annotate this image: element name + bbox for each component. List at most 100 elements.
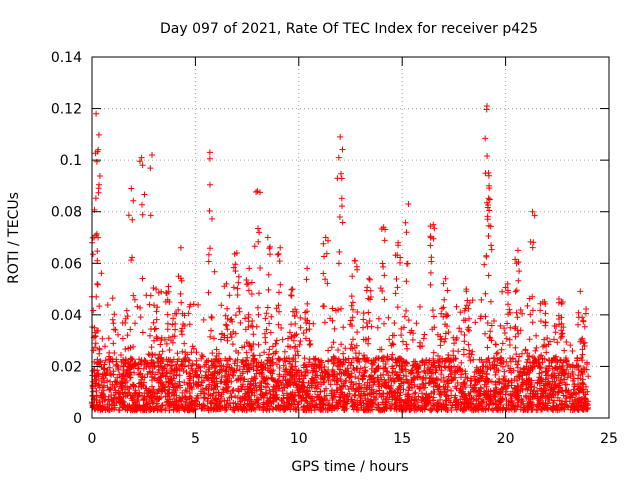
data-point <box>172 387 179 394</box>
data-point <box>207 400 214 407</box>
data-point <box>134 393 141 400</box>
data-point <box>122 346 129 353</box>
data-point <box>201 363 208 370</box>
data-point <box>289 367 296 373</box>
data-point <box>286 329 293 336</box>
data-point <box>571 375 577 382</box>
data-point <box>222 321 229 328</box>
data-point <box>185 310 192 317</box>
data-point <box>205 258 212 265</box>
data-point <box>476 402 483 408</box>
data-point <box>165 401 172 408</box>
data-point <box>102 357 109 364</box>
data-point <box>571 364 578 371</box>
data-point <box>325 377 332 384</box>
data-point <box>327 381 334 388</box>
data-point <box>119 335 126 342</box>
data-point <box>405 380 412 387</box>
data-point <box>270 383 277 390</box>
data-point <box>321 363 328 370</box>
data-point <box>564 362 571 369</box>
data-point <box>581 343 588 349</box>
data-point <box>125 389 132 396</box>
data-point <box>216 362 223 369</box>
data-point <box>269 370 276 377</box>
data-point <box>198 374 205 381</box>
data-point <box>92 380 98 387</box>
data-point <box>393 276 400 282</box>
data-point <box>515 330 522 337</box>
data-point <box>558 299 565 305</box>
data-point <box>335 306 342 313</box>
data-point <box>565 404 572 411</box>
data-point <box>461 404 468 411</box>
data-point <box>338 305 345 312</box>
data-point <box>268 313 275 320</box>
data-point <box>541 356 548 362</box>
data-point <box>430 388 437 395</box>
data-point <box>93 328 100 334</box>
data-point <box>318 366 325 373</box>
data-point <box>538 393 545 400</box>
data-point <box>333 399 340 406</box>
data-point <box>375 376 382 383</box>
data-point <box>512 333 519 340</box>
data-point <box>111 404 118 411</box>
data-point <box>478 313 484 320</box>
data-point <box>548 373 555 380</box>
data-point <box>461 332 468 338</box>
data-point <box>231 360 238 367</box>
data-point <box>553 364 559 371</box>
data-point <box>280 373 287 380</box>
data-point <box>461 381 468 388</box>
data-point <box>410 330 417 337</box>
data-point <box>113 356 120 363</box>
data-point <box>96 303 103 310</box>
data-point <box>434 376 441 383</box>
y-tick-label: 0.14 <box>51 50 82 66</box>
data-points <box>88 103 592 414</box>
data-point <box>450 334 457 341</box>
data-point <box>288 334 295 341</box>
data-point <box>90 347 97 354</box>
data-point <box>178 403 185 410</box>
data-point <box>140 382 147 389</box>
data-point <box>147 332 153 339</box>
data-point <box>452 383 459 390</box>
data-point <box>111 394 118 401</box>
data-point <box>441 296 448 303</box>
data-point <box>255 225 261 232</box>
data-point <box>254 188 261 195</box>
data-point <box>186 321 193 328</box>
data-point <box>501 381 508 387</box>
data-point <box>373 388 379 395</box>
data-point <box>306 405 313 412</box>
data-point <box>162 393 169 400</box>
data-point <box>255 311 262 318</box>
data-point <box>132 320 138 327</box>
data-point <box>366 382 373 389</box>
data-point <box>130 363 137 370</box>
data-point <box>336 214 343 220</box>
data-point <box>575 407 582 414</box>
data-point <box>343 393 350 400</box>
data-point <box>261 349 268 356</box>
data-point <box>392 290 399 297</box>
data-point <box>273 405 280 412</box>
data-point <box>505 301 511 308</box>
data-point <box>321 319 328 326</box>
data-point <box>203 385 210 392</box>
data-point <box>434 382 441 389</box>
data-point <box>351 344 358 351</box>
data-point <box>471 388 478 395</box>
data-point <box>136 356 143 363</box>
data-point <box>175 306 182 313</box>
data-point <box>237 319 244 326</box>
data-point <box>106 401 113 408</box>
data-point <box>480 390 487 397</box>
data-point <box>280 402 287 409</box>
x-axis-label: GPS time / hours <box>291 459 408 475</box>
data-point <box>164 296 171 303</box>
data-point <box>329 367 336 374</box>
data-point <box>219 404 226 411</box>
